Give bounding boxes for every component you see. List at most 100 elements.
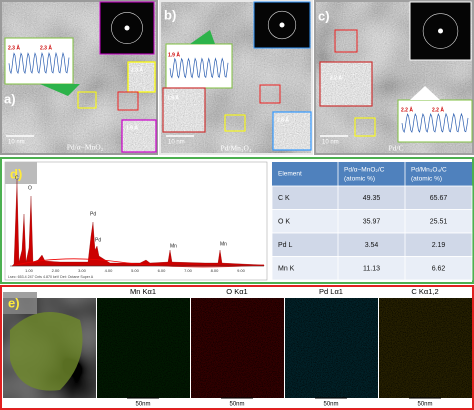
map-signal bbox=[191, 298, 284, 398]
zoom-border bbox=[272, 111, 312, 151]
table-cell: 25.51 bbox=[430, 218, 448, 225]
map-tint bbox=[191, 298, 284, 398]
saed-ring bbox=[422, 13, 459, 49]
peak-label: C bbox=[15, 175, 19, 181]
saed-center bbox=[438, 28, 443, 34]
scale-label: 10 nm bbox=[322, 140, 339, 146]
pointer bbox=[190, 30, 215, 44]
saed-ring bbox=[111, 12, 143, 44]
lattice-label: 2.3 Å bbox=[8, 44, 20, 51]
scale-label: 50nm bbox=[417, 402, 432, 408]
lattice-label: 2.2 Å bbox=[401, 106, 413, 113]
scale-label: 10 nm bbox=[168, 140, 185, 146]
x-tick-label: 4.00 bbox=[105, 268, 114, 273]
panel-caption: Pd/Mn₃O₄ bbox=[220, 144, 251, 153]
region-box bbox=[334, 29, 358, 53]
table-cell: 35.97 bbox=[363, 218, 381, 225]
panel-border bbox=[0, 0, 158, 155]
lattice-profile bbox=[169, 57, 229, 79]
x-tick-label: 5.00 bbox=[131, 268, 140, 273]
scale-label: 10 nm bbox=[8, 140, 25, 146]
table-row bbox=[271, 256, 473, 281]
peak-label: Mn bbox=[170, 243, 177, 249]
table-header: Pd/α−MnO₂/C bbox=[344, 167, 385, 174]
map-signal bbox=[285, 298, 378, 398]
table-cell: Pd L bbox=[278, 242, 293, 249]
table-header: (atomic %) bbox=[344, 176, 375, 183]
eds-spectrum bbox=[11, 179, 265, 267]
table-cell: C K bbox=[278, 195, 290, 202]
lattice-label: 2.8 Å bbox=[277, 116, 289, 123]
lattice-label: 2.3 Å bbox=[40, 44, 52, 51]
x-tick-label: 1.00 bbox=[25, 268, 34, 273]
table-cell: 6.62 bbox=[432, 265, 446, 272]
scale-label: 50nm bbox=[135, 402, 150, 408]
panel-label: e) bbox=[8, 295, 20, 310]
panel-caption: Pd/C bbox=[388, 144, 403, 153]
region-box bbox=[259, 84, 281, 104]
zoom-border bbox=[121, 119, 157, 153]
saed-center bbox=[124, 25, 130, 31]
label-box bbox=[3, 292, 37, 314]
zoom-inset bbox=[319, 61, 373, 107]
panel-caption: Pd/α−MnO₂ bbox=[67, 143, 104, 152]
table-cell: 65.67 bbox=[430, 195, 448, 202]
map-title: Mn Kα1 bbox=[130, 287, 156, 296]
map-tint bbox=[97, 298, 190, 398]
panel-label: a) bbox=[4, 91, 16, 106]
saed-center bbox=[279, 22, 285, 28]
lattice-label: 2.2 Å bbox=[432, 106, 444, 113]
table-header: (atomic %) bbox=[411, 176, 442, 183]
peak-label: Pd bbox=[90, 211, 96, 217]
map-tint bbox=[285, 298, 378, 398]
map-signal bbox=[97, 298, 190, 398]
map-title: O Kα1 bbox=[226, 287, 247, 296]
table-cell: 49.35 bbox=[363, 195, 381, 202]
map-particle bbox=[10, 312, 83, 391]
panel-label: d) bbox=[10, 166, 22, 181]
label-box bbox=[5, 162, 37, 184]
x-tick-label: 3.00 bbox=[78, 268, 87, 273]
x-tick-label: 9.00 bbox=[237, 268, 246, 273]
x-tick-label: 8.00 bbox=[211, 268, 220, 273]
pointer bbox=[40, 84, 80, 96]
table-header: Pd/Mn₃O₄/C bbox=[411, 167, 447, 174]
x-tick-label: 6.00 bbox=[158, 268, 167, 273]
zoom-border bbox=[319, 61, 373, 107]
eds-footer: Lsec: 653.4 247 Cnts 4.870 keV Det: Octa… bbox=[8, 275, 94, 279]
pointer bbox=[410, 86, 440, 100]
table-cell: Mn K bbox=[278, 265, 295, 272]
scale-label: 50nm bbox=[323, 402, 338, 408]
panel-label: b) bbox=[164, 7, 176, 22]
region-box bbox=[224, 114, 246, 132]
map-title: C Kα1,2 bbox=[411, 287, 438, 296]
region-box bbox=[354, 117, 376, 137]
profile-inset bbox=[165, 43, 233, 89]
table-cell: 3.54 bbox=[365, 242, 379, 249]
eds-plot bbox=[4, 161, 268, 281]
lattice-label: 2.3 Å bbox=[131, 66, 143, 73]
eds-background bbox=[11, 258, 265, 268]
lattice-profile bbox=[8, 51, 70, 75]
lattice-label: 2.2 Å bbox=[330, 74, 342, 81]
region-box bbox=[77, 91, 97, 109]
region-box bbox=[117, 91, 139, 111]
zoom-border bbox=[162, 87, 206, 133]
zoom-border bbox=[127, 61, 156, 93]
map-title: Pd Lα1 bbox=[319, 287, 343, 296]
table-cell: O K bbox=[278, 218, 290, 225]
table-cell: 11.13 bbox=[363, 265, 380, 272]
lattice-label: 1.9 Å bbox=[126, 124, 138, 131]
peak-label: Mn bbox=[220, 241, 227, 247]
peak-label: Pd bbox=[95, 237, 101, 243]
scale-label: 50nm bbox=[229, 402, 244, 408]
lattice-label: 1.9 Å bbox=[168, 51, 180, 58]
table-header bbox=[272, 162, 472, 186]
table-header: Element bbox=[278, 171, 302, 178]
panel-border bbox=[159, 0, 313, 155]
x-tick-label: 7.00 bbox=[184, 268, 193, 273]
x-tick-label: 2.00 bbox=[52, 268, 61, 273]
lattice-label: 1.9 Å bbox=[167, 94, 179, 101]
